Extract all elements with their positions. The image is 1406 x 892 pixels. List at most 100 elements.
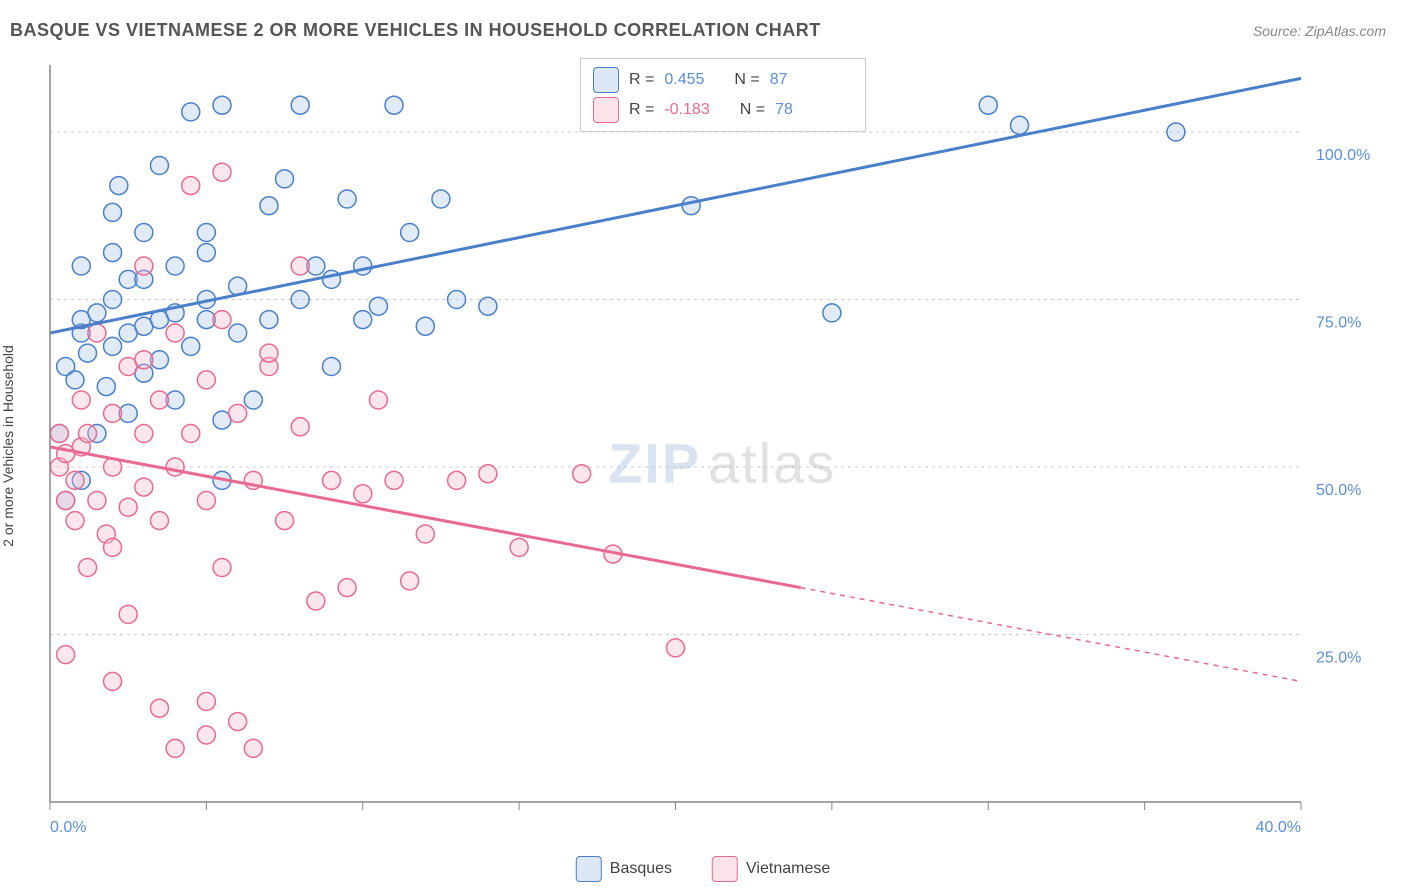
scatter-point — [197, 244, 215, 262]
scatter-point — [66, 512, 84, 530]
scatter-point — [823, 304, 841, 322]
scatter-point — [573, 465, 591, 483]
scatter-point — [79, 425, 97, 443]
scatter-point — [260, 311, 278, 329]
scatter-point — [338, 190, 356, 208]
scatter-point — [291, 291, 309, 309]
legend-item: Vietnamese — [712, 856, 830, 882]
legend-item: Basques — [576, 856, 672, 882]
scatter-point — [182, 103, 200, 121]
scatter-point — [97, 378, 115, 396]
scatter-point — [369, 391, 387, 409]
scatter-point — [682, 197, 700, 215]
source-label: Source: ZipAtlas.com — [1253, 23, 1386, 39]
scatter-point — [197, 224, 215, 242]
svg-text:0.0%: 0.0% — [50, 819, 86, 836]
scatter-point — [276, 170, 294, 188]
scatter-point — [57, 492, 75, 510]
scatter-point — [150, 699, 168, 717]
scatter-point — [104, 203, 122, 221]
scatter-point — [135, 425, 153, 443]
r-value: 0.455 — [664, 71, 704, 89]
svg-text:75.0%: 75.0% — [1316, 315, 1361, 332]
y-axis-label: 2 or more Vehicles in Household — [0, 345, 16, 547]
scatter-point — [291, 418, 309, 436]
legend-swatch — [593, 67, 619, 93]
scatter-point — [385, 471, 403, 489]
scatter-point — [322, 471, 340, 489]
scatter-point — [66, 371, 84, 389]
scatter-point — [354, 311, 372, 329]
legend-swatch — [593, 97, 619, 123]
scatter-point — [104, 538, 122, 556]
scatter-point — [182, 425, 200, 443]
svg-text:atlas: atlas — [708, 431, 836, 494]
correlation-legend-row: R = -0.183 N = 78 — [593, 95, 853, 125]
scatter-point — [166, 739, 184, 757]
scatter-point — [119, 605, 137, 623]
plot-area: 25.0%50.0%75.0%100.0%ZIPatlas0.0%40.0% — [45, 55, 1391, 842]
r-label: R = — [629, 71, 654, 89]
n-label: N = — [740, 101, 765, 119]
n-value: 87 — [770, 71, 788, 89]
scatter-point — [79, 344, 97, 362]
legend-swatch — [712, 856, 738, 882]
scatter-point — [182, 337, 200, 355]
svg-text:40.0%: 40.0% — [1256, 819, 1301, 836]
scatter-point — [244, 391, 262, 409]
scatter-point — [182, 177, 200, 195]
scatter-point — [213, 311, 231, 329]
scatter-point — [213, 96, 231, 114]
scatter-point — [432, 190, 450, 208]
scatter-point — [79, 559, 97, 577]
scatter-point — [307, 592, 325, 610]
scatter-point — [291, 96, 309, 114]
scatter-point — [276, 512, 294, 530]
legend-label: Vietnamese — [746, 860, 830, 878]
scatter-point — [401, 224, 419, 242]
scatter-point — [354, 485, 372, 503]
scatter-point — [401, 572, 419, 590]
legend-label: Basques — [610, 860, 672, 878]
n-value: 78 — [775, 101, 793, 119]
scatter-point — [229, 404, 247, 422]
scatter-point — [322, 358, 340, 376]
scatter-point — [229, 713, 247, 731]
scatter-point — [260, 197, 278, 215]
n-label: N = — [734, 71, 759, 89]
scatter-point — [197, 371, 215, 389]
scatter-point — [166, 458, 184, 476]
series-legend: Basques Vietnamese — [576, 856, 830, 882]
scatter-point — [979, 96, 997, 114]
scatter-point — [135, 257, 153, 275]
scatter-point — [291, 257, 309, 275]
correlation-legend: R = 0.455 N = 87 R = -0.183 N = 78 — [580, 58, 866, 132]
scatter-point — [197, 492, 215, 510]
scatter-point — [150, 512, 168, 530]
scatter-point — [104, 672, 122, 690]
scatter-point — [72, 257, 90, 275]
scatter-point — [72, 391, 90, 409]
scatter-point — [197, 726, 215, 744]
chart-header: BASQUE VS VIETNAMESE 2 OR MORE VEHICLES … — [10, 20, 1386, 41]
scatter-point — [150, 157, 168, 175]
scatter-point — [104, 337, 122, 355]
scatter-point — [244, 739, 262, 757]
r-label: R = — [629, 101, 654, 119]
scatter-point — [510, 538, 528, 556]
scatter-point — [229, 324, 247, 342]
scatter-point — [385, 96, 403, 114]
scatter-point — [448, 291, 466, 309]
scatter-point — [213, 163, 231, 181]
svg-text:50.0%: 50.0% — [1316, 482, 1361, 499]
svg-text:ZIP: ZIP — [608, 431, 701, 494]
svg-text:100.0%: 100.0% — [1316, 147, 1370, 164]
scatter-point — [448, 471, 466, 489]
scatter-point — [416, 525, 434, 543]
scatter-point — [88, 324, 106, 342]
scatter-point — [213, 559, 231, 577]
scatter-point — [354, 257, 372, 275]
scatter-point — [57, 646, 75, 664]
scatter-point — [197, 693, 215, 711]
scatter-point — [260, 344, 278, 362]
